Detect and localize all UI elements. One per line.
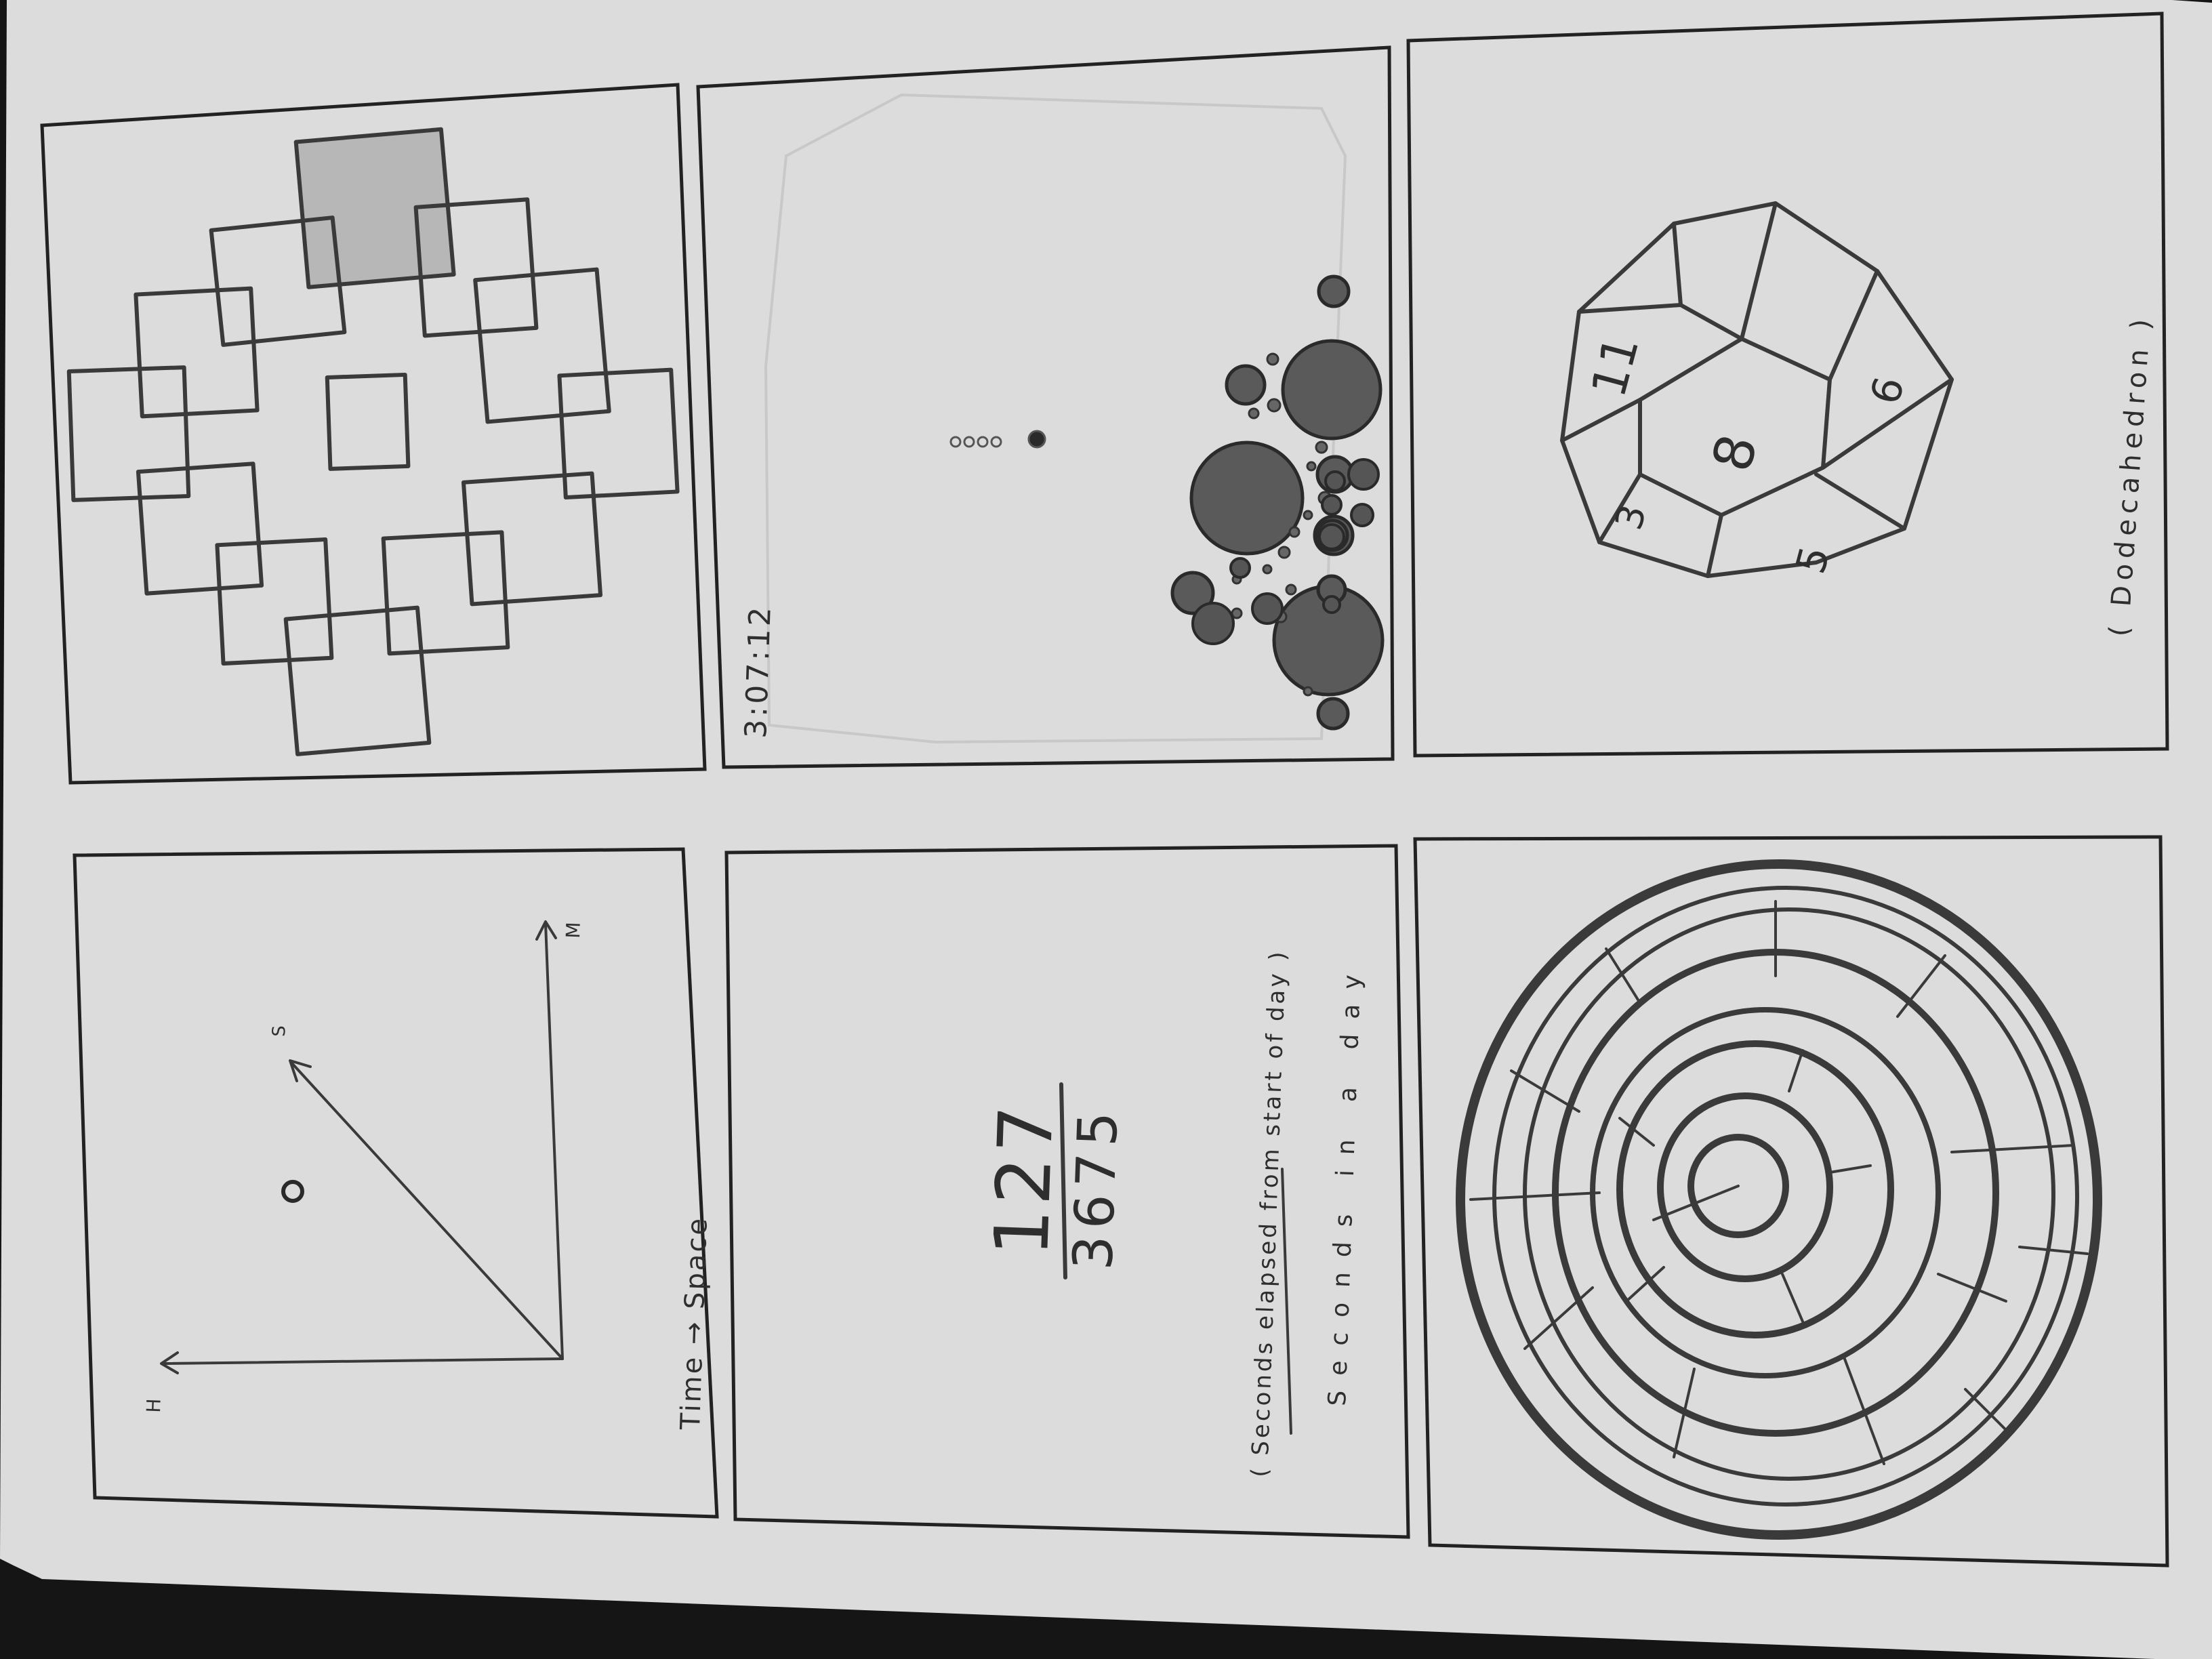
time-space-title: Time → Space bbox=[675, 1216, 714, 1431]
bubble-medium bbox=[1225, 364, 1267, 406]
point-marker bbox=[281, 1180, 304, 1203]
overlapping-squares-drawing bbox=[66, 127, 680, 756]
frame-time-space bbox=[73, 847, 719, 1519]
ring-spokes bbox=[1469, 900, 2089, 1465]
axis-h-label: H bbox=[142, 1398, 165, 1413]
bubble bbox=[1322, 595, 1341, 614]
bubble-medium bbox=[1316, 697, 1350, 731]
ring-outer bbox=[1456, 859, 2102, 1540]
axis-s-line bbox=[290, 1061, 564, 1360]
ring bbox=[1657, 1092, 1833, 1282]
dot bbox=[949, 436, 962, 448]
square bbox=[215, 537, 334, 666]
panel-frames bbox=[40, 12, 2169, 1568]
ring bbox=[1616, 1040, 1894, 1338]
bubble-small bbox=[1267, 398, 1282, 413]
axis-m-line bbox=[544, 922, 564, 1360]
frame-squares bbox=[40, 83, 707, 785]
frame-dodecahedron bbox=[1406, 12, 2169, 758]
bubble bbox=[1321, 494, 1343, 516]
axis-h-line bbox=[161, 1357, 564, 1365]
bubble bbox=[1350, 503, 1374, 527]
axis-m-arrow bbox=[535, 920, 557, 941]
square bbox=[283, 605, 432, 756]
formula-bar bbox=[1281, 1168, 1292, 1435]
concentric-rings-drawing bbox=[1456, 859, 2102, 1540]
square bbox=[134, 286, 260, 419]
bubble bbox=[1251, 592, 1284, 625]
bubble-small bbox=[1288, 526, 1300, 538]
square-center bbox=[325, 372, 411, 471]
axis-s-label: S bbox=[269, 1025, 290, 1038]
time-space-drawing: H M S Time → Space bbox=[142, 920, 714, 1431]
clock-time-label: 3:07:12 bbox=[739, 604, 778, 739]
square bbox=[381, 530, 510, 656]
bubble-small bbox=[1248, 407, 1260, 419]
frame-rings bbox=[1413, 835, 2169, 1568]
bubble-medium bbox=[1317, 274, 1351, 308]
frame-clock bbox=[696, 45, 1395, 769]
bubble bbox=[1191, 602, 1235, 645]
bubble-small bbox=[1303, 686, 1313, 697]
clock-drawing: 3:07:12 bbox=[739, 93, 1385, 744]
axis-s-arrow bbox=[289, 1059, 312, 1082]
bubble-small bbox=[1306, 461, 1317, 472]
bubble-small bbox=[1303, 510, 1313, 520]
fraction-denominator: 3675 bbox=[1061, 1104, 1130, 1271]
square bbox=[136, 462, 264, 596]
device-outline bbox=[764, 93, 1347, 744]
bubble-large bbox=[1281, 339, 1382, 441]
bubble-large bbox=[1189, 441, 1305, 556]
bubble-small bbox=[1262, 564, 1273, 575]
square bbox=[66, 365, 191, 502]
bubble-medium bbox=[1170, 571, 1215, 615]
bubble bbox=[1347, 458, 1380, 491]
bubble-mid-group bbox=[1191, 458, 1380, 645]
bubble-small bbox=[1266, 352, 1279, 366]
dot-filled bbox=[1027, 430, 1046, 449]
square bbox=[461, 471, 603, 607]
dot bbox=[963, 436, 975, 448]
frame-fraction bbox=[724, 844, 1410, 1539]
bubble bbox=[1318, 523, 1345, 550]
axis-m-label: M bbox=[562, 922, 585, 939]
bubble-small bbox=[1277, 546, 1291, 559]
square bbox=[557, 367, 680, 500]
fraction-numerator: 127 bbox=[978, 1101, 1070, 1258]
axis-h-arrow bbox=[160, 1351, 179, 1374]
square bbox=[473, 267, 611, 424]
bubble-small bbox=[1285, 583, 1297, 596]
bubble-small bbox=[1315, 441, 1328, 454]
ring bbox=[1492, 886, 2079, 1507]
bubble bbox=[1229, 557, 1251, 579]
ring-inner bbox=[1687, 1134, 1789, 1238]
progress-dots bbox=[949, 430, 1046, 449]
dot bbox=[977, 436, 989, 448]
bubble bbox=[1324, 470, 1346, 492]
dot bbox=[990, 436, 1002, 448]
fraction-bar bbox=[1059, 1082, 1067, 1279]
square bbox=[209, 216, 347, 347]
ring bbox=[1523, 907, 2055, 1481]
